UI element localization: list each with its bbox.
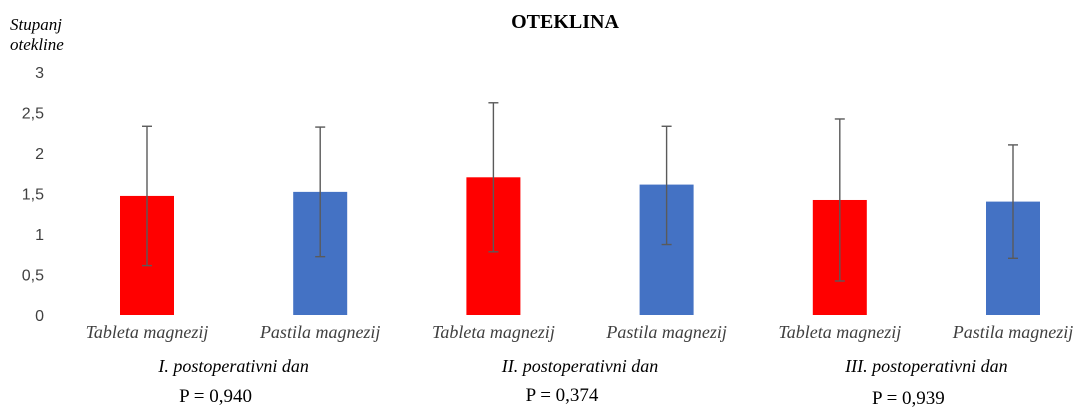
x-axis-category-labels: Tableta magnezij Pastila magnezij Tableta … [86,322,1074,342]
x-category-label: Tableta magnezij [86,322,209,342]
x-category-label: Tableta magnezij [778,322,901,342]
y-tick-label: 3 [35,65,44,82]
y-tick-label: 0 [35,308,44,325]
error-bar [661,125,672,246]
p-value-label: P = 0,374 [526,385,599,406]
y-tick-label: 1,5 [22,187,44,204]
x-category-label: Pastila magnezij [952,322,1074,342]
x-group-label: II. postoperativni dan [501,356,658,376]
error-bar [142,125,152,267]
x-category-label: Pastila magnezij [605,322,727,342]
x-group-label: III. postoperativni dan [844,356,1007,376]
x-axis-group-labels: I. postoperativni dan II. postoperativni … [157,356,1007,376]
p-value-label: P = 0,939 [872,388,945,409]
error-bars [142,102,1018,282]
y-axis-ticks: 0 0,5 1 1,5 2 2,5 3 [22,65,44,325]
p-value-label: P = 0,940 [179,386,252,407]
error-bar [1008,144,1018,259]
y-axis-label-line-2: otekline [10,35,64,54]
error-bar [834,118,845,282]
p-values: P = 0,940 P = 0,374 P = 0,939 [179,385,945,409]
x-category-label: Tableta magnezij [432,322,555,342]
x-group-label: I. postoperativni dan [157,356,309,376]
error-bar [315,126,326,258]
x-category-label: Pastila magnezij [259,322,381,342]
y-tick-label: 0,5 [22,268,44,285]
bars [120,177,1040,315]
y-tick-label: 2,5 [22,106,44,123]
chart-title: OTEKLINA [511,11,619,33]
y-tick-label: 2 [35,146,44,163]
y-axis-label-line-1: Stupanj [10,15,62,34]
y-tick-label: 1 [35,227,44,244]
error-bar [488,102,499,253]
